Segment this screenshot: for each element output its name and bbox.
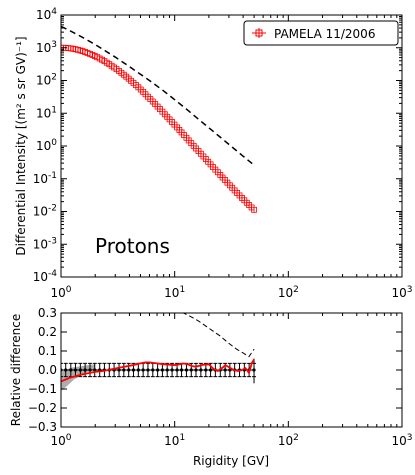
bottom-y-axis-label: Relative difference [9,314,23,426]
y-axis-label: Differential Intensity [(m² s sr GV)⁻¹] [14,36,28,255]
y-tick-label: 103 [36,40,57,55]
error-bar-point [93,368,97,372]
error-bar-point [136,368,140,372]
error-bar-point [175,368,179,372]
intensity-plot-frame [60,14,403,278]
x-tick-label: 102 [278,285,299,300]
x-tick-label: 101 [164,285,185,300]
error-bar-point [156,368,160,372]
model-curve [61,25,255,166]
y-tick-label: −0.2 [28,401,57,415]
legend-marker [255,29,263,37]
error-bar-point [184,368,189,372]
legend: PAMELA 11/2006 [243,20,399,46]
y-tick-label: 10-3 [33,236,57,251]
relative-difference-panel: 100 101 102 103 0.3 0.2 0.1 0.0 −0.1 −0.2 −0.3 Rel… [9,306,413,468]
error-bar-point [223,368,227,372]
legend-entry: PAMELA 11/2006 [274,27,375,41]
y-tick-label: 10-2 [33,204,57,219]
legend-box [243,20,399,46]
error-bar-point [179,368,184,372]
y-tick-label: 0.1 [38,344,57,358]
error-bar-point [78,368,82,372]
error-bar-point [88,368,92,372]
y-tick-label: 101 [36,105,57,120]
error-bar-point [204,368,208,372]
y-tick-label: 0.3 [38,306,57,320]
relative-difference-curve [61,359,255,383]
y-tick-label: −0.1 [28,382,57,396]
y-tick-label: 100 [36,138,57,153]
error-bar-point [194,368,198,372]
error-bar-point [208,368,213,372]
error-bar-point [141,368,145,372]
error-bar-point [146,368,150,372]
error-bar-point [117,368,121,372]
x-tick-label: 101 [164,433,185,448]
error-bar-point [73,368,78,372]
y-tick-label: 102 [36,73,57,88]
y-tick-label: 104 [36,7,57,22]
y-tick-label: 10-4 [33,269,58,284]
error-bar-point [131,368,136,372]
y-tick-label: 0.2 [38,325,57,339]
difference-plot-frame [60,312,403,428]
y-tick-label: 0.0 [38,363,57,377]
error-bar-point [127,368,131,372]
y-tick-label: 10-1 [33,171,57,186]
error-bar-point [189,368,193,372]
model-difference-curve [182,313,255,358]
x-tick-label: 103 [391,433,412,448]
x-tick-label: 100 [50,433,71,448]
data-point [251,206,257,213]
x-axis-label: Rigidity [GV] [193,454,269,468]
error-bar-point [122,368,126,372]
annotation-protons: Protons [95,234,170,258]
error-bar-point [160,368,165,372]
intensity-panel: 100 101 102 103 10-4 10-3 10-2 10-1 100 101 102 103… [14,7,413,300]
x-tick-label: 103 [391,285,412,300]
error-bar-point [151,368,155,372]
error-bar-point [83,368,87,372]
y-tick-label: −0.3 [28,420,57,434]
error-bar-point [199,368,203,372]
x-tick-label: 102 [278,433,299,448]
error-bar-point [170,368,174,372]
x-tick-label: 100 [50,285,71,300]
error-bar-point [69,368,73,372]
error-bar-point [165,368,169,372]
